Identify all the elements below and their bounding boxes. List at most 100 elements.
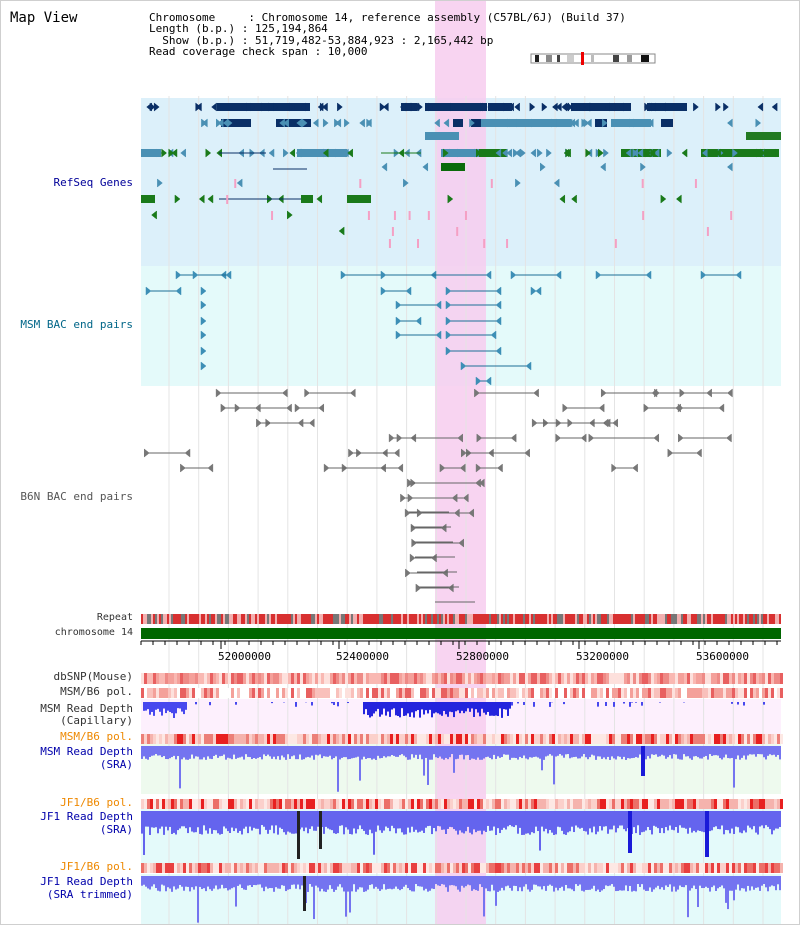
track-label-jf1-depth-trimmed[interactable]: JF1 Read Depth [40,875,133,888]
msm-capillary-depth-bar [445,702,447,715]
track-label-chromosome[interactable]: chromosome 14 [54,627,133,638]
jf1-sra-depth-bar [403,811,405,835]
msm-pol-cell [564,688,567,698]
axis-tick-label: 52400000 [336,650,389,663]
repeat-segment [275,614,277,624]
jf1-pol2-cell [186,863,189,873]
jf1-pol-cell [237,799,240,809]
repeat-segment [387,614,389,624]
repeat-segment [627,614,629,624]
feature-arrow [422,162,429,172]
feature-arrow [144,448,150,458]
msm-pol-cell [297,688,300,698]
msm-sra-depth-bar [615,746,617,760]
repeat-segment [703,614,705,624]
repeat-segment [509,614,511,624]
msm-pol2-cell [537,734,540,744]
dbsnp-cell [456,673,459,684]
msm-pol-cell [762,688,765,698]
jf1-pol2-cell [249,863,252,873]
jf1-sra-depth-bar [703,811,705,833]
msm-pol-cell [477,688,480,698]
repeat-segment [257,614,259,624]
jf1-trim-depth-bar [767,876,769,892]
feature-arrow [585,148,592,158]
jf1-sra-depth-bar [385,811,387,827]
track-label-msm-depth-capillary[interactable]: MSM Read Depth [40,702,133,715]
jf1-trim-depth-bar [723,876,725,889]
feature-arrow [598,403,605,413]
jf1-sra-depth-bar [365,811,367,835]
jf1-pol2-cell [222,863,225,873]
jf1-pol-cell [519,799,522,809]
msm-pol2-cell [666,734,669,744]
track-label-jf1-b6-pol-2[interactable]: JF1/B6 pol. [60,860,133,873]
feature-arrow [319,102,326,112]
track-label-jf1-b6-pol[interactable]: JF1/B6 pol. [60,796,133,809]
repeat-segment [473,614,475,624]
repeat-segment [481,614,483,624]
msm-capillary-depth-bar [171,702,173,714]
dbsnp-cell [369,673,372,684]
msm-pol-cell [183,688,186,698]
jf1-trim-depth-bar [315,876,317,886]
dbsnp-cell [390,673,393,684]
msm-capillary-depth-bar [311,702,313,706]
msm-sra-depth-bar [249,746,251,758]
msm-sra-depth-bar [347,746,349,760]
track-label-msm-bac[interactable]: MSM BAC end pairs [20,318,133,331]
track-label-msm-b6-pol-2[interactable]: MSM/B6 pol. [60,730,133,743]
feature-arrow [535,286,542,296]
jf1-pol2-cell [627,863,630,873]
track-label-repeat[interactable]: Repeat [96,612,133,623]
feature-arrow [146,102,152,112]
jf1-pol-cell [390,799,393,809]
msm-sra-depth-bar [745,746,747,760]
track-label-msm-depth-sra[interactable]: MSM Read Depth [40,745,133,758]
jf1-pol2-cell [747,863,750,873]
track-label-msm-b6-pol[interactable]: MSM/B6 pol. [60,685,133,698]
jf1-sra-depth-bar [327,811,329,829]
jf1-trim-depth-bar [273,876,275,892]
msm-pol-cell [204,688,207,698]
repeat-segment [749,614,751,624]
jf1-sra-depth-bar [415,811,417,830]
msm-sra-depth-bar [153,746,155,756]
msm-pol-cell [402,688,405,698]
repeat-segment [747,614,749,624]
msm-pol-cell [156,688,159,698]
msm-capillary-depth-bar [431,702,433,718]
feature-arrow [506,148,513,158]
msm-pol2-cell [309,734,312,744]
jf1-sra-depth-bar [293,811,295,834]
msm-pol-cell [645,688,648,698]
track-label-jf1-depth-sra[interactable]: JF1 Read Depth [40,810,133,823]
jf1-pol2-cell [258,863,261,873]
jf1-pol-cell [354,799,357,809]
msm-capillary-depth-bar [369,702,371,718]
msm-sra-depth-bar [567,746,569,755]
track-label-dbsnp[interactable]: dbSNP(Mouse) [53,670,133,683]
msm-capillary-depth-bar [487,702,489,712]
repeat-segment [513,614,515,624]
jf1-trim-depth-bar [237,876,239,886]
jf1-pol-cell [678,799,681,809]
repeat-segment [691,614,693,624]
msm-sra-depth-bar [321,746,323,759]
jf1-trim-depth-bar [629,876,631,886]
msm-pol2-cell [345,734,348,744]
repeat-segment [157,614,159,624]
msm-sra-depth-bar [547,746,549,756]
dbsnp-cell [567,673,570,684]
track-label-b6n-bac[interactable]: B6N BAC end pairs [20,490,133,503]
msm-sra-depth-bar [353,746,355,758]
dbsnp-cell [252,673,255,684]
jf1-trim-depth-bar [771,876,773,886]
msm-sra-depth-bar [579,746,581,759]
dbsnp-cell [702,673,705,684]
jf1-pol2-cell [492,863,495,873]
jf1-trim-depth-bar [219,876,221,889]
jf1-pol2-cell [729,863,732,873]
track-label-refseq[interactable]: RefSeq Genes [53,176,133,189]
